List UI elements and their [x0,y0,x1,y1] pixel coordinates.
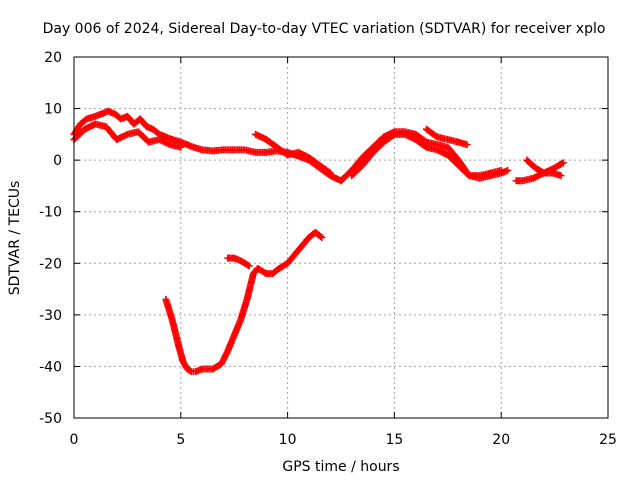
data-marker [185,366,193,374]
chart-title: Day 006 of 2024, Sidereal Day-to-day VTE… [43,21,606,37]
x-axis-label: GPS time / hours [282,459,399,475]
data-marker [243,297,251,305]
data-marker [463,169,471,177]
data-marker [315,231,323,239]
grid-layer [74,57,608,418]
data-marker [556,160,564,168]
data-marker [452,159,460,167]
y-tick-label: -30 [39,308,62,324]
y-tick-label: -40 [39,359,62,375]
y-tick-label: 10 [44,102,62,118]
series-mid-section-b [348,130,505,180]
data-marker [188,143,196,151]
data-marker [367,151,375,159]
x-tick-label: 5 [176,432,185,448]
data-marker [207,365,215,373]
series-late-section-b [523,156,565,180]
data-marker [75,123,83,131]
data-marker [356,164,364,172]
data-marker [96,110,104,118]
data-marker [485,169,493,177]
data-marker [259,268,267,276]
data-marker [244,261,252,269]
data-marker [236,318,244,326]
data-marker [238,258,246,266]
data-marker [90,113,98,121]
data-marker [529,162,537,170]
data-marker [294,246,302,254]
data-marker [325,168,333,176]
data-marker [223,349,231,357]
data-marker [388,132,396,140]
data-marker [430,131,438,139]
data-marker [80,117,88,125]
data-marker [442,135,450,143]
x-tick-label: 25 [599,432,617,448]
y-tick-label: -20 [39,256,62,272]
data-marker [252,267,260,275]
data-marker [142,136,150,144]
data-marker [324,167,332,175]
y-tick-label: -10 [39,205,62,221]
x-tick-label: 10 [279,432,297,448]
data-marker [453,138,461,146]
series-lower-curve-b [224,254,253,270]
y-axis-label: SDTVAR / TECUs [7,181,23,296]
y-tick-label: -50 [39,411,62,427]
tick-layer: 0 5 10 15 20 25 -50 -40 -30 -20 -10 0 10 20 [39,50,617,448]
data-marker [168,314,176,322]
x-tick-label: 20 [492,432,510,448]
series-mid-section-c [422,125,471,149]
data-marker [186,367,194,375]
data-marker [122,131,130,139]
data-marker [270,141,278,149]
data-marker [281,261,289,269]
data-marker [111,133,119,141]
y-tick-label: 0 [53,153,62,169]
data-marker [242,260,250,268]
data-marker [431,145,439,153]
data-marker [316,232,324,240]
data-marker [288,254,296,262]
x-tick-label: 15 [385,432,403,448]
data-marker [215,362,223,370]
data-layer [70,107,567,376]
plot-frame [73,56,609,419]
series-upper-band-b [70,120,185,151]
data-marker [174,340,182,348]
data-marker [140,120,148,128]
data-marker [420,141,428,149]
series-upper-band-c [252,130,334,177]
data-marker [527,175,535,183]
data-marker [281,149,289,157]
data-marker [78,127,86,135]
data-marker [175,143,183,151]
data-marker [272,267,280,275]
data-marker [313,159,321,167]
series-lower-curve [162,228,326,376]
y-tick-label: 20 [44,50,62,66]
data-marker [165,140,173,148]
data-marker [495,167,503,175]
data-marker [558,160,566,168]
data-marker [377,140,385,148]
data-marker [182,140,190,148]
data-marker [303,236,311,244]
data-marker [537,167,545,175]
data-marker [153,128,161,136]
x-tick-label: 0 [70,432,79,448]
data-marker [356,156,364,164]
data-marker [555,171,563,179]
data-marker [461,140,469,148]
